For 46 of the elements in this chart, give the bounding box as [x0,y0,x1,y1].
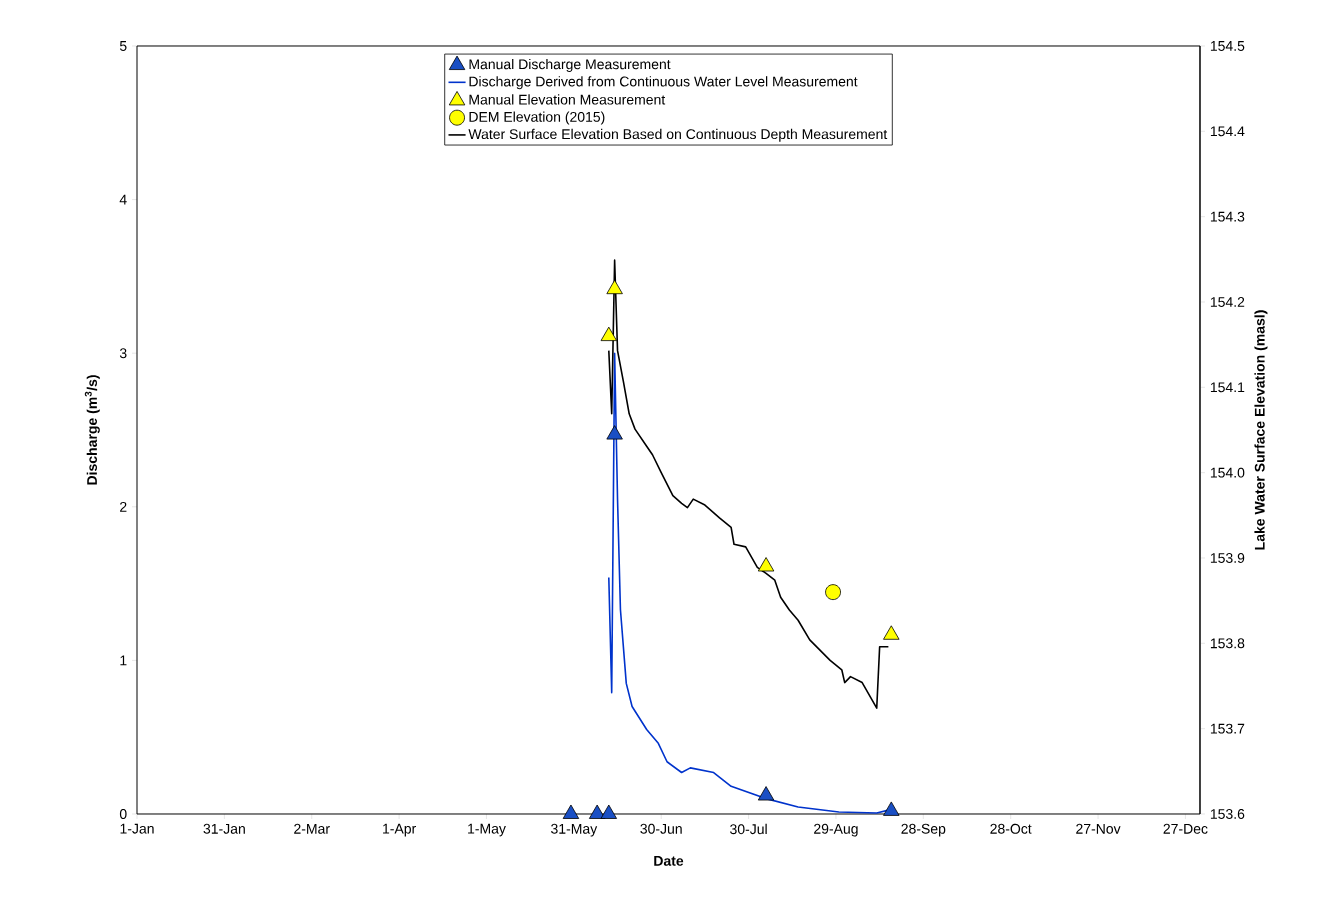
y2-tick-label: 154.0 [1210,467,1245,478]
point [883,625,900,640]
x-tick-label: 2-Mar [294,823,330,834]
y2-tick-label: 154.5 [1210,41,1245,51]
point [606,279,623,295]
x-tick-label: 29-Aug [814,823,858,837]
point [562,804,580,819]
y2-axis-title: Lake Water Surface Elevation (masl) [1254,310,1268,550]
legend-label: Manual Elevation Measurement [469,94,666,105]
y-tick-label: 2 [120,501,127,512]
point [600,326,617,342]
y-tick-label: 1 [120,655,127,666]
y2-tick-label: 154.1 [1210,382,1245,393]
y-axis-title: Discharge (m$^{3}$/s) [84,375,100,485]
x-tick-label: 28-Sep [901,823,946,837]
x-tick-label: 28-Oct [990,823,1032,834]
point [606,425,623,440]
y2-tick-label: 153.6 [1210,809,1245,819]
x-tick-label: 31-Jan [203,823,245,834]
legend-label: Discharge Derived from Continuous Water Level Measurement [469,76,858,90]
y2-tick-label: 154.3 [1210,211,1245,222]
point [757,557,775,572]
x-tick-label: 1-May [468,823,506,837]
legend-label: Water Surface Elevation Based on Continuous Depth Measurement [468,128,888,142]
y2-tick-label: 154.4 [1210,126,1245,137]
y2-tick-label: 153.9 [1210,553,1245,563]
x-tick-label: 31-May [551,823,598,837]
y-tick-label: 0 [119,809,127,819]
point [757,786,775,801]
y2-tick-label: 153.7 [1210,723,1245,734]
x-tick-label: 27-Dec [1163,823,1208,834]
x-tick-label: 1-Jan [120,823,154,834]
legend-label: Manual Discharge Measurement [469,58,671,72]
y2-tick-label: 153.8 [1210,638,1245,649]
x-tick-label: 1-Apr [383,823,416,837]
point [600,804,617,819]
point [883,801,900,816]
y-tick-label: 5 [119,41,127,51]
x-tick-label: 30-Jun [640,823,682,834]
x-axis-title: Date [654,856,684,866]
y-tick-label: 3 [119,348,127,359]
y-tick-label: 4 [119,194,127,205]
x-tick-label: 30-Jul [730,823,767,835]
x-tick-label: 27-Nov [1076,823,1121,834]
y2-tick-label: 154.2 [1210,297,1245,307]
legend-label: DEM Elevation (2015) [469,111,605,125]
